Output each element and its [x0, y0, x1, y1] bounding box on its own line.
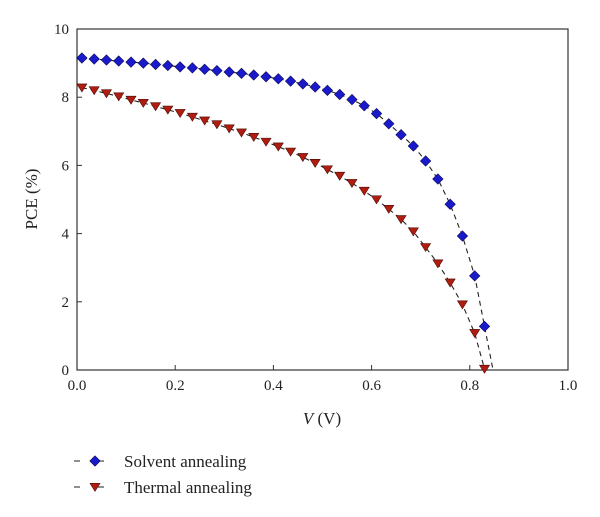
data-point [419, 155, 432, 167]
data-point [285, 147, 297, 157]
data-point [137, 98, 149, 108]
y-tick-label: 6 [62, 158, 70, 174]
legend-item: Solvent annealing [74, 452, 247, 471]
data-point [125, 95, 137, 105]
data-point [149, 58, 162, 71]
data-point [88, 53, 100, 65]
x-axis: 0.0 0.2 0.4 0.6 0.8 1.0 [68, 365, 578, 394]
data-point [113, 92, 125, 102]
data-point [174, 109, 186, 119]
x-tick-label: 0.0 [68, 378, 87, 394]
data-point [321, 84, 334, 97]
data-point [284, 75, 297, 87]
data-point [113, 55, 125, 67]
data-point [456, 300, 468, 310]
data-point [346, 93, 358, 106]
data-point [297, 78, 309, 90]
data-point [76, 83, 88, 93]
data-point [162, 105, 174, 115]
data-point [235, 67, 248, 79]
data-point [162, 59, 174, 72]
data-point [186, 62, 199, 74]
y-axis-title: PCE (%) [22, 169, 41, 230]
data-point [150, 102, 162, 112]
data-point [370, 195, 383, 205]
x-tick-label: 0.8 [460, 378, 479, 394]
data-point [186, 112, 198, 122]
data-point [432, 173, 444, 185]
x-tick-label: 0.2 [166, 378, 185, 394]
data-point [260, 137, 272, 147]
x-axis-title: V (V) [303, 409, 341, 428]
data-point [100, 54, 113, 66]
data-point [444, 278, 456, 288]
data-point [248, 69, 260, 81]
legend-label: Solvent annealing [124, 452, 247, 471]
x-tick-label: 0.4 [264, 378, 283, 394]
data-point [272, 142, 284, 152]
plot-frame [76, 28, 569, 371]
data-point [174, 61, 186, 73]
data-point [125, 56, 137, 68]
data-point [309, 158, 321, 168]
data-point [420, 243, 432, 253]
series-thermal-annealing [76, 83, 491, 374]
series-solvent-annealing [76, 52, 494, 371]
legend: Solvent annealing Thermal annealing [74, 452, 252, 497]
data-point [383, 118, 395, 130]
data-point [260, 71, 272, 83]
series-layer [76, 52, 494, 374]
data-point [407, 227, 419, 237]
data-point [248, 133, 260, 142]
data-point [211, 64, 223, 77]
legend-marker [89, 482, 101, 492]
data-point [321, 165, 333, 175]
data-point [223, 66, 235, 78]
legend-label: Thermal annealing [124, 478, 252, 497]
data-point [211, 120, 223, 130]
data-point [297, 153, 309, 163]
data-point [223, 124, 235, 134]
y-tick-label: 10 [54, 22, 69, 38]
data-point [199, 63, 211, 75]
x-tick-label: 1.0 [559, 378, 578, 394]
data-point [100, 89, 113, 99]
data-point [199, 116, 211, 126]
y-tick-label: 8 [62, 90, 70, 106]
x-tick-label: 0.6 [362, 378, 381, 394]
legend-marker [89, 455, 101, 467]
y-tick-label: 4 [62, 227, 70, 243]
data-point [407, 140, 419, 152]
data-point [334, 171, 346, 181]
data-point [309, 81, 321, 93]
data-point [478, 364, 491, 374]
y-tick-label: 0 [62, 363, 70, 379]
data-point [272, 73, 284, 85]
data-point [469, 329, 481, 338]
data-point [469, 270, 481, 282]
data-point [137, 57, 149, 69]
series-line [81, 87, 486, 371]
data-point [395, 129, 407, 141]
x-axis-title-var: V [303, 409, 316, 428]
data-point [395, 215, 407, 225]
data-point [444, 198, 456, 210]
data-point [88, 86, 100, 96]
x-axis-title-unit: (V) [313, 409, 341, 428]
data-point [358, 100, 370, 112]
data-point [334, 88, 346, 101]
data-point [358, 186, 370, 196]
data-point [478, 320, 491, 332]
data-point [346, 179, 358, 188]
data-point [235, 128, 248, 138]
y-axis: 0 2 4 6 8 10 [54, 22, 82, 379]
y-tick-label: 2 [62, 295, 70, 311]
data-point [370, 107, 383, 120]
legend-item: Thermal annealing [74, 478, 252, 497]
data-point [383, 204, 395, 214]
data-point [456, 230, 469, 242]
data-point [432, 259, 444, 269]
data-point [76, 52, 88, 64]
